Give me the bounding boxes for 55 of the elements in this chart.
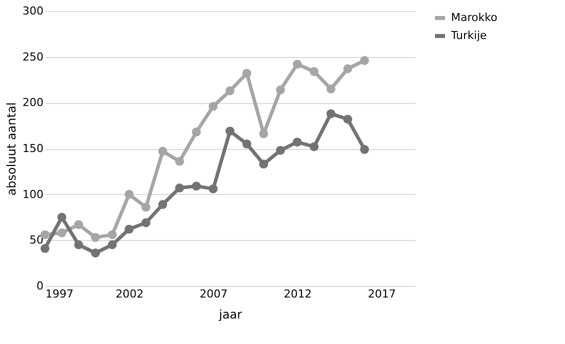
point [57,212,66,222]
point [326,84,336,94]
point [343,114,352,124]
point [226,126,234,136]
point [226,86,234,96]
y-tick-label: 50 [30,234,44,247]
point [40,244,50,253]
point [175,156,184,166]
point [57,228,66,238]
legend-label: Turkije [450,29,488,42]
point [124,224,134,234]
point [90,232,100,242]
x-tick-label: 1997 [46,288,74,300]
point [208,184,218,194]
x-tick-label: 2012 [284,288,312,300]
point [208,102,218,111]
y-tick-label: 300 [22,4,44,18]
x-axis-title: jaar [218,308,242,322]
point [292,138,302,147]
point [175,183,184,192]
point [242,139,252,148]
x-tick-label: 2017 [368,288,396,300]
y-axis-title: absoluut aantal [4,102,19,196]
point [124,190,134,199]
point [242,68,252,78]
point [360,56,370,65]
point [360,144,370,154]
point [158,200,168,209]
point [259,129,268,138]
point [192,182,201,191]
point [343,64,352,74]
point [158,146,168,156]
y-tick-label: 0 [36,280,44,292]
point [310,67,319,76]
point [141,218,150,228]
y-tick-label: 100 [22,188,44,201]
point [276,146,285,155]
y-tick-label: 200 [22,96,44,110]
x-tick-label: 2002 [116,288,144,300]
point [141,202,150,212]
y-tick-label: 250 [22,50,44,64]
point [292,60,302,69]
x-tick-label: 2007 [200,288,228,300]
point [326,109,336,118]
point [74,240,84,250]
y-tick-label: 150 [22,142,44,155]
point [276,85,285,94]
point [74,220,84,230]
point [108,230,117,240]
point [192,128,201,136]
legend-label: Marokko [451,11,498,24]
point [310,142,319,152]
point [108,240,117,250]
point [90,248,100,258]
point [259,160,268,169]
